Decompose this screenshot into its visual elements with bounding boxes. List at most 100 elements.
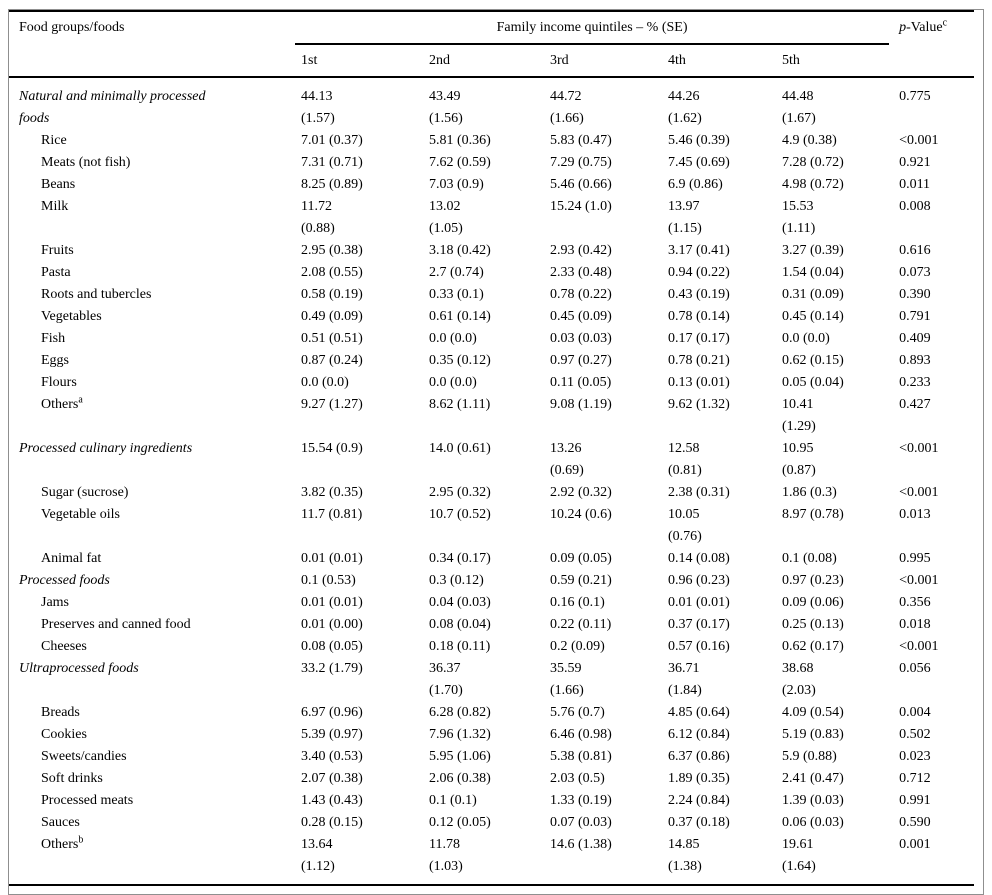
value-cell: 4.9 (0.38) bbox=[782, 133, 837, 148]
row-label: Processed foods bbox=[19, 573, 110, 588]
row-label-cell: Animal fat bbox=[9, 548, 295, 570]
value-cell: 8.62 (1.11) bbox=[429, 397, 491, 412]
value-cell: 0.35 (0.12) bbox=[429, 353, 491, 368]
value-cell: 0.28 (0.15) bbox=[301, 815, 363, 830]
p-value-cell: 0.073 bbox=[899, 265, 931, 280]
value-cell: 4.98 (0.72) bbox=[782, 177, 844, 192]
value-cell: 0.34 (0.17) bbox=[429, 551, 491, 566]
p-value-cell: 0.013 bbox=[899, 507, 931, 522]
value-cell: 0.58 (0.19) bbox=[301, 287, 363, 302]
table-row: Eggs 0.87 (0.24) 0.35 (0.12) 0.97 (0.27) 0.7… bbox=[9, 350, 974, 372]
value-cell: 9.62 (1.32) bbox=[668, 397, 730, 412]
row-label: Flours bbox=[41, 375, 77, 390]
value-cell: 0.0 (0.0) bbox=[782, 331, 830, 346]
value-cell: 3.27 (0.39) bbox=[782, 243, 844, 258]
food-groups-income-table: Food groups/foods Family income quintile… bbox=[9, 10, 975, 886]
value-cell: 3.40 (0.53) bbox=[301, 749, 363, 764]
value-cell: 7.31 (0.71) bbox=[301, 155, 363, 170]
p-value-cell: <0.001 bbox=[899, 639, 939, 654]
row-label-cell: Meats (not fish) bbox=[9, 152, 295, 174]
value-cell: 10.95 (0.87) bbox=[782, 441, 816, 478]
value-cell: 11.72 (0.88) bbox=[301, 199, 335, 236]
value-cell: 44.72 (1.66) bbox=[550, 89, 584, 126]
p-value-cell: <0.001 bbox=[899, 133, 939, 148]
value-cell: 0.87 (0.24) bbox=[301, 353, 363, 368]
value-cell: 0.94 (0.22) bbox=[668, 265, 730, 280]
value-cell: 0.0 (0.0) bbox=[301, 375, 349, 390]
row-label: Sauces bbox=[41, 815, 80, 830]
value-cell: 15.54 (0.9) bbox=[301, 441, 363, 456]
value-cell: 0.09 (0.06) bbox=[782, 595, 844, 610]
row-label-cell: Sweets/candies bbox=[9, 746, 295, 768]
table-row: Soft drinks 2.07 (0.38) 2.06 (0.38) 2.03 (0… bbox=[9, 768, 974, 790]
value-cell: 0.08 (0.05) bbox=[301, 639, 363, 654]
value-cell: 1.39 (0.03) bbox=[782, 793, 844, 808]
row-label: Sugar (sucrose) bbox=[41, 485, 129, 500]
value-cell: 0.43 (0.19) bbox=[668, 287, 730, 302]
value-cell: 0.0 (0.0) bbox=[429, 375, 477, 390]
row-label-cell: Vegetables bbox=[9, 306, 295, 328]
value-cell: 14.0 (0.61) bbox=[429, 441, 491, 456]
table-row: Roots and tubercles 0.58 (0.19) 0.33 (0.1)… bbox=[9, 284, 974, 306]
value-cell: 5.81 (0.36) bbox=[429, 133, 491, 148]
row-label: Beans bbox=[41, 177, 76, 192]
table-row: Othersb 13.64 (1.12) 11.78 (1.03) 14.6 (1.3… bbox=[9, 834, 974, 885]
value-cell: 0.2 (0.09) bbox=[550, 639, 605, 654]
p-value-cell: 0.001 bbox=[899, 837, 931, 852]
row-label: Processed culinary ingredients bbox=[19, 441, 193, 456]
row-label: Vegetable oils bbox=[41, 507, 120, 522]
value-cell: 0.51 (0.51) bbox=[301, 331, 363, 346]
value-cell: 4.09 (0.54) bbox=[782, 705, 844, 720]
row-label-cell: Fish bbox=[9, 328, 295, 350]
value-cell: 6.97 (0.96) bbox=[301, 705, 363, 720]
value-cell: 13.97 (1.15) bbox=[668, 199, 702, 236]
p-value-cell: 0.921 bbox=[899, 155, 931, 170]
row-label: Jams bbox=[41, 595, 69, 610]
value-cell: 0.11 (0.05) bbox=[550, 375, 612, 390]
table-row: Natural and minimally processed foods 44.… bbox=[9, 77, 974, 130]
value-cell: 5.76 (0.7) bbox=[550, 705, 605, 720]
row-label: Natural and minimally processed foods bbox=[19, 89, 206, 126]
value-cell: 9.08 (1.19) bbox=[550, 397, 612, 412]
value-cell: 0.09 (0.05) bbox=[550, 551, 612, 566]
row-label-cell: Vegetable oils bbox=[9, 504, 295, 548]
row-label: Ultraprocessed foods bbox=[19, 661, 139, 676]
header-row-top: Food groups/foods Family income quintile… bbox=[9, 11, 975, 78]
column-header-quintile-2: 2nd bbox=[423, 44, 544, 78]
table-row: Flours 0.0 (0.0) 0.0 (0.0) 0.11 (0.05) 0.13 … bbox=[9, 372, 974, 394]
row-label-cell: Natural and minimally processed foods bbox=[9, 77, 295, 130]
value-cell: 7.01 (0.37) bbox=[301, 133, 363, 148]
value-cell: 0.78 (0.21) bbox=[668, 353, 730, 368]
value-cell: 0.49 (0.09) bbox=[301, 309, 363, 324]
value-cell: 0.3 (0.12) bbox=[429, 573, 484, 588]
value-cell: 0.62 (0.15) bbox=[782, 353, 844, 368]
value-cell: 0.13 (0.01) bbox=[668, 375, 730, 390]
value-cell: 4.85 (0.64) bbox=[668, 705, 730, 720]
value-cell: 15.53 (1.11) bbox=[782, 199, 816, 236]
column-header-quintile-3: 3rd bbox=[544, 44, 662, 78]
row-label: Breads bbox=[41, 705, 80, 720]
value-cell: 0.1 (0.08) bbox=[782, 551, 837, 566]
value-cell: 0.01 (0.01) bbox=[301, 595, 363, 610]
value-cell: 38.68 (2.03) bbox=[782, 661, 816, 698]
table-row: Pasta 2.08 (0.55) 2.7 (0.74) 2.33 (0.48) 0.9… bbox=[9, 262, 974, 284]
table-row: Othersa 9.27 (1.27) 8.62 (1.11) 9.08 (1.19)… bbox=[9, 394, 974, 438]
p-value-cell: 0.427 bbox=[899, 397, 931, 412]
p-value-cell: 0.502 bbox=[899, 727, 931, 742]
row-label: Pasta bbox=[41, 265, 71, 280]
p-value-cell: 0.893 bbox=[899, 353, 931, 368]
p-value-cell: 0.008 bbox=[899, 199, 931, 214]
value-cell: 0.37 (0.17) bbox=[668, 617, 730, 632]
p-value-cell: 0.233 bbox=[899, 375, 931, 390]
p-value-cell: 0.791 bbox=[899, 309, 931, 324]
row-label-cell: Othersa bbox=[9, 394, 295, 438]
value-cell: 10.7 (0.52) bbox=[429, 507, 491, 522]
value-cell: 13.02 (1.05) bbox=[429, 199, 463, 236]
row-label-cell: Soft drinks bbox=[9, 768, 295, 790]
value-cell: 0.31 (0.09) bbox=[782, 287, 844, 302]
value-cell: 2.92 (0.32) bbox=[550, 485, 612, 500]
p-value-cell: 0.616 bbox=[899, 243, 931, 258]
value-cell: 10.24 (0.6) bbox=[550, 507, 612, 522]
table-row: Processed meats 1.43 (0.43) 0.1 (0.1) 1.33 … bbox=[9, 790, 974, 812]
value-cell: 14.85 (1.38) bbox=[668, 837, 702, 874]
